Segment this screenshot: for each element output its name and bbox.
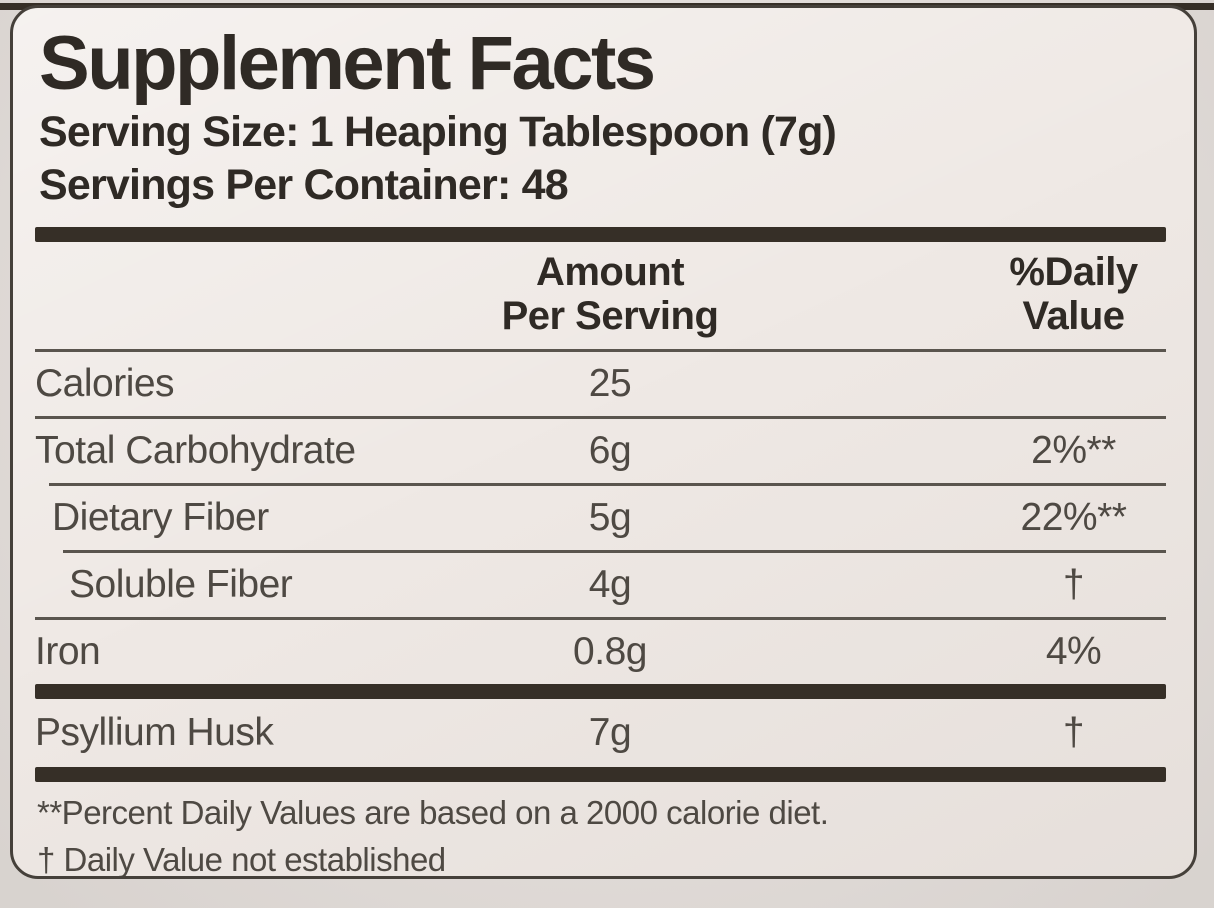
servings-per-container-text: Servings Per Container: 48 [39,161,569,210]
serving-size-text: Serving Size: 1 Heaping Tablespoon (7g) [39,108,837,156]
row-divider [35,617,1166,621]
header-dv-line2: Value [1022,294,1125,339]
nutrient-table: Calories 25 Total Carbohydrate 6g 2%** Dietar… [35,352,1166,783]
nutrient-daily-value: 22%** [1020,496,1127,540]
header-divider-bar [35,226,1166,242]
row-divider [63,550,1166,554]
nutrient-name: Psyllium Husk [35,711,274,755]
nutrient-amount: 7g [588,711,632,755]
header-amount-per-serving: Amount Per Serving [445,250,775,340]
header-amount-line1: Amount [535,249,685,294]
nutrient-daily-value: † [1062,711,1085,755]
nutrient-name: Total Carbohydrate [35,429,356,473]
nutrient-daily-value: 4% [1045,630,1102,674]
section-divider-bar [35,684,1166,700]
nutrient-amount: 6g [588,429,632,473]
footnotes: **Percent Daily Values are based on a 20… [37,790,1166,879]
header-bottom-rule [35,349,1166,353]
table-row: Soluble Fiber 4g † [35,553,1166,617]
nutrient-name: Calories [35,362,175,406]
header-dv-line1: %Daily [1009,249,1138,294]
footnote-percent-daily-values: **Percent Daily Values are based on a 20… [37,794,829,832]
nutrient-name: Soluble Fiber [69,563,293,607]
table-row: Total Carbohydrate 6g 2%** [35,419,1166,483]
table-header: Amount Per Serving %Daily Value [35,242,1166,350]
table-row: Iron 0.8g 4% [35,620,1166,684]
table-row: Calories 25 [35,352,1166,416]
nutrient-amount: 5g [588,496,632,540]
supplement-facts-panel: Supplement Facts Serving Size: 1 Heaping… [10,5,1197,879]
header-amount-line2: Per Serving [501,294,719,339]
header-percent-daily-value: %Daily Value [981,250,1166,340]
nutrient-name: Dietary Fiber [52,496,269,540]
table-row: Dietary Fiber 5g 22%** [35,486,1166,550]
table-row: Psyllium Husk 7g † [35,699,1166,767]
nutrient-amount: 25 [588,362,632,406]
nutrient-name: Iron [35,630,101,674]
nutrient-amount: 0.8g [573,630,647,674]
nutrient-daily-value: † [1062,563,1085,607]
section-divider-bar [35,767,1166,783]
nutrient-daily-value: 2%** [1031,429,1116,473]
row-divider [35,416,1166,420]
nutrient-amount: 4g [588,563,632,607]
row-divider [49,483,1166,487]
footnote-daily-value-not-established: † Daily Value not established [37,841,446,879]
panel-title: Supplement Facts [39,21,656,106]
